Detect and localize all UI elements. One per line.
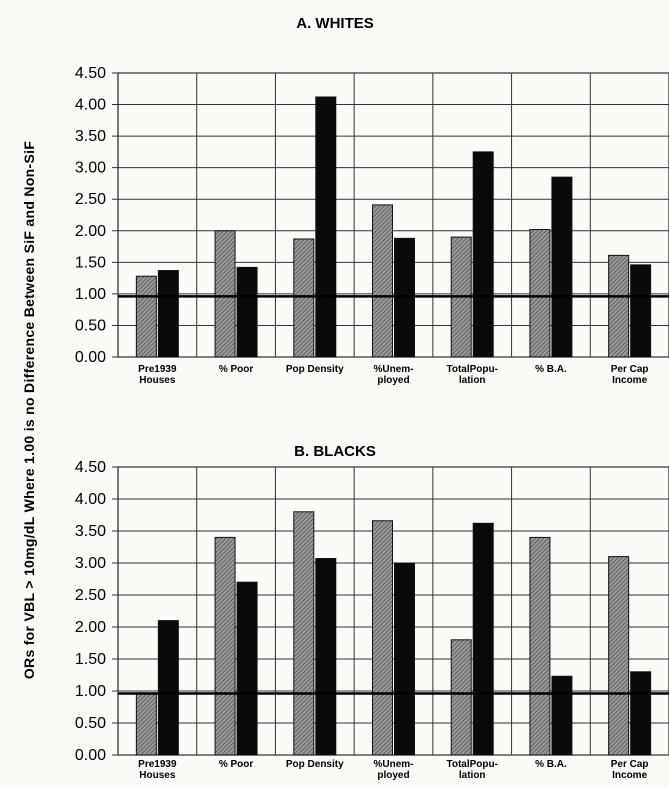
bar-hatched [372, 520, 393, 756]
chart-title: B. BLACKS [294, 443, 376, 460]
bar-solid [236, 266, 258, 358]
bar-hatched [135, 275, 157, 358]
y-tick-label: 1.50 [75, 254, 106, 271]
chart-title: A. WHITES [296, 15, 374, 32]
category-label: % Poor [219, 364, 254, 375]
bar-hatched [372, 204, 393, 358]
y-tick-label: 4.50 [75, 65, 106, 82]
y-tick-label: 3.00 [75, 555, 106, 572]
chart-panel: B. BLACKS 0.00 0.50 1.00 1.50 2.00 2.50 3.00 3.5… [75, 443, 669, 781]
y-tick-label: 3.00 [75, 160, 106, 177]
category-label: %Unem-ployed [373, 364, 413, 386]
bar-hatched [214, 230, 236, 358]
category-label: Pre1939 Houses [138, 759, 177, 781]
bar-solid [157, 620, 179, 756]
bar-hatched [450, 639, 472, 756]
y-axis-label: ORs for VBL > 10mg/dL Where 1.00 is no D… [21, 141, 37, 679]
bar-hatched [293, 511, 315, 756]
chart-panel: A. WHITES 0.00 0.50 1.00 1.50 2.00 2.50 3.00 3.5… [75, 15, 669, 386]
category-label: %Unem-ployed [373, 759, 413, 781]
category-label: Pop Density [286, 759, 344, 770]
bar-hatched [529, 229, 551, 358]
y-tick-label: 3.50 [75, 128, 106, 145]
y-tick-label: 4.50 [75, 459, 106, 476]
y-tick-label: 1.00 [75, 683, 106, 700]
category-label: Pre1939 Houses [138, 364, 177, 386]
bar-solid [551, 176, 573, 358]
y-tick-label: 1.50 [75, 651, 106, 668]
y-tick-label: 2.50 [75, 587, 106, 604]
bar-solid [630, 671, 652, 756]
y-tick-label: 3.50 [75, 523, 106, 540]
bar-hatched [608, 254, 630, 358]
bar-hatched [608, 556, 630, 756]
y-tick-label: 2.00 [75, 619, 106, 636]
chart-panels: A. WHITES 0.00 0.50 1.00 1.50 2.00 2.50 3.00 3.5… [75, 15, 669, 781]
category-label: % Poor [219, 759, 254, 770]
category-label: TotalPopu-lation [446, 759, 497, 781]
plot-frame [117, 72, 669, 358]
y-tick-label: 0.50 [75, 715, 106, 732]
y-tick-label: 1.00 [75, 286, 106, 303]
bar-solid [315, 96, 337, 358]
bar-solid [630, 264, 652, 358]
bar-solid [472, 522, 494, 756]
bar-hatched [135, 692, 157, 756]
bar-solid [394, 237, 415, 358]
bar-solid [236, 581, 258, 756]
bar-solid [472, 151, 494, 358]
category-label: TotalPopu-lation [446, 364, 497, 386]
bar-hatched [529, 536, 551, 756]
category-label: % B.A. [535, 759, 567, 770]
category-label: Per Cap Income [611, 364, 649, 386]
y-tick-label: 4.00 [75, 491, 106, 508]
y-tick-label: 0.00 [75, 349, 106, 366]
y-tick-label: 0.00 [75, 747, 106, 764]
bar-solid [551, 675, 573, 756]
plot-frame [117, 466, 669, 756]
category-label: % B.A. [535, 364, 567, 375]
category-label: Pop Density [286, 364, 344, 375]
y-tick-label: 0.50 [75, 317, 106, 334]
y-tick-label: 4.00 [75, 97, 106, 114]
bar-hatched [214, 536, 236, 756]
bar-solid [157, 270, 179, 358]
category-label: Per Cap Income [611, 759, 649, 781]
y-tick-label: 2.00 [75, 223, 106, 240]
bar-solid [315, 558, 337, 756]
bar-solid [394, 562, 415, 756]
y-tick-label: 2.50 [75, 191, 106, 208]
bar-hatched [293, 238, 315, 358]
